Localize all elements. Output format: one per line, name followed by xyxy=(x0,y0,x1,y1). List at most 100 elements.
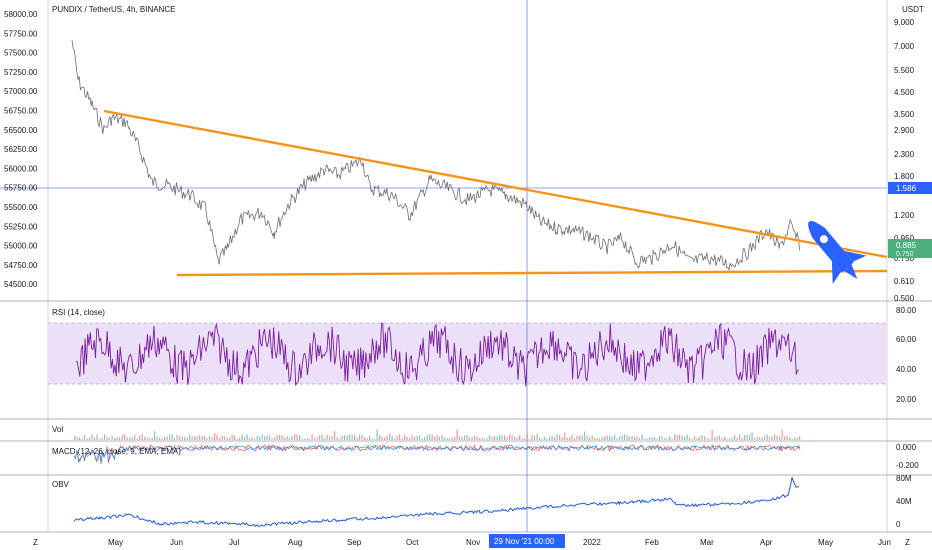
volume-bar xyxy=(661,436,663,440)
volume-bar xyxy=(589,437,591,440)
zoom-icon-left[interactable]: Z xyxy=(33,538,38,547)
volume-bar xyxy=(634,436,636,440)
volume-bar xyxy=(321,434,323,440)
macd-series xyxy=(73,443,801,465)
volume-bar xyxy=(376,429,378,440)
rsi-series xyxy=(75,322,800,387)
volume-bar xyxy=(86,438,88,440)
volume-bar xyxy=(744,435,746,440)
volume-bar xyxy=(381,436,383,440)
last-price-value: 0.885 xyxy=(896,241,917,250)
volume-bar xyxy=(511,434,513,440)
volume-bar xyxy=(569,437,571,440)
volume-bar xyxy=(784,436,786,440)
volume-bar xyxy=(516,437,518,440)
left-price-axis[interactable]: 58000.00 57750.00 57500.00 57250.00 57000.00… xyxy=(4,10,38,289)
time-axis-label: Jun xyxy=(878,538,891,547)
crosshair-time-tag xyxy=(489,534,565,548)
zoom-icon-right[interactable]: Z xyxy=(905,538,910,547)
volume-bar xyxy=(244,437,246,440)
volume-bar xyxy=(611,436,613,440)
volume-bar xyxy=(204,435,206,440)
volume-bar xyxy=(691,438,693,440)
time-axis-label: Oct xyxy=(406,538,419,547)
volume-bar xyxy=(574,438,576,440)
volume-bar xyxy=(534,435,536,440)
volume-bar xyxy=(496,436,498,440)
volume-bar xyxy=(734,435,736,440)
volume-bar xyxy=(311,434,313,440)
volume-bar xyxy=(579,435,581,440)
volume-bar xyxy=(129,437,131,440)
volume-bar xyxy=(179,436,181,440)
volume-bar xyxy=(154,431,156,440)
volume-bar xyxy=(411,434,413,440)
volume-bar xyxy=(714,437,716,440)
volume-bar xyxy=(219,437,221,440)
right-axis-tick: 0.610 xyxy=(894,277,915,286)
volume-bar xyxy=(251,437,253,440)
volume-bar xyxy=(619,436,621,440)
volume-bar xyxy=(209,436,211,440)
volume-bar xyxy=(414,436,416,440)
time-axis[interactable]: May Jun Jul Aug Sep Oct Nov 2022 Feb Mar Apr May Jun xyxy=(108,538,891,547)
volume-bar xyxy=(361,435,363,440)
volume-bar xyxy=(201,435,203,440)
volume-bar xyxy=(654,436,656,440)
volume-bar xyxy=(139,435,141,440)
volume-bar xyxy=(404,434,406,440)
volume-bar xyxy=(136,438,138,440)
volume-bar xyxy=(269,435,271,440)
volume-bar xyxy=(409,437,411,440)
volume-bar xyxy=(649,437,651,440)
volume-bar xyxy=(259,436,261,440)
right-axis-tick: 4.500 xyxy=(894,88,915,97)
volume-bar xyxy=(491,436,493,440)
volume-bar xyxy=(526,434,528,440)
volume-bar xyxy=(104,434,106,440)
volume-bar xyxy=(341,435,343,440)
descending-trendline[interactable] xyxy=(103,109,888,259)
volume-bar xyxy=(716,436,718,440)
volume-bar xyxy=(349,434,351,440)
signal-series xyxy=(73,445,801,464)
volume-bar xyxy=(479,438,481,440)
volume-bar xyxy=(254,438,256,440)
time-axis-label: Sep xyxy=(347,538,362,547)
volume-bar xyxy=(689,437,691,440)
volume-bar xyxy=(186,437,188,440)
volume-bar xyxy=(439,436,441,440)
volume-bar xyxy=(401,438,403,440)
obv-series xyxy=(73,477,800,528)
volume-bar xyxy=(319,435,321,440)
volume-bar xyxy=(604,436,606,440)
rsi-label: RSI (14, close) xyxy=(52,308,105,317)
volume-bar xyxy=(519,435,521,440)
volume-bar xyxy=(586,435,588,440)
volume-bar xyxy=(444,437,446,440)
volume-bar xyxy=(629,436,631,440)
volume-bar xyxy=(746,434,748,440)
volume-bar xyxy=(416,435,418,440)
volume-bar xyxy=(724,436,726,440)
right-price-axis[interactable]: 9.000 7.000 5.500 4.500 3.500 2.900 2.300 1.800… xyxy=(894,18,915,303)
volume-bar xyxy=(721,437,723,440)
volume-bar xyxy=(484,438,486,440)
volume-bar xyxy=(621,435,623,440)
volume-bar xyxy=(669,436,671,440)
right-axis-tick: 5.500 xyxy=(894,66,915,75)
volume-bar xyxy=(779,436,781,440)
volume-bar xyxy=(166,436,168,440)
volume-bar xyxy=(756,436,758,440)
right-axis-tick: 2.300 xyxy=(894,150,915,159)
volume-bar xyxy=(466,434,468,440)
support-trendline[interactable] xyxy=(176,269,888,277)
volume-bar xyxy=(726,438,728,440)
volume-bar xyxy=(424,436,426,440)
volume-bar xyxy=(419,435,421,440)
volume-bar xyxy=(729,438,731,440)
volume-bar xyxy=(471,436,473,440)
volume-bar xyxy=(324,438,326,440)
obv-axis: 80M 40M 0 xyxy=(896,474,912,529)
